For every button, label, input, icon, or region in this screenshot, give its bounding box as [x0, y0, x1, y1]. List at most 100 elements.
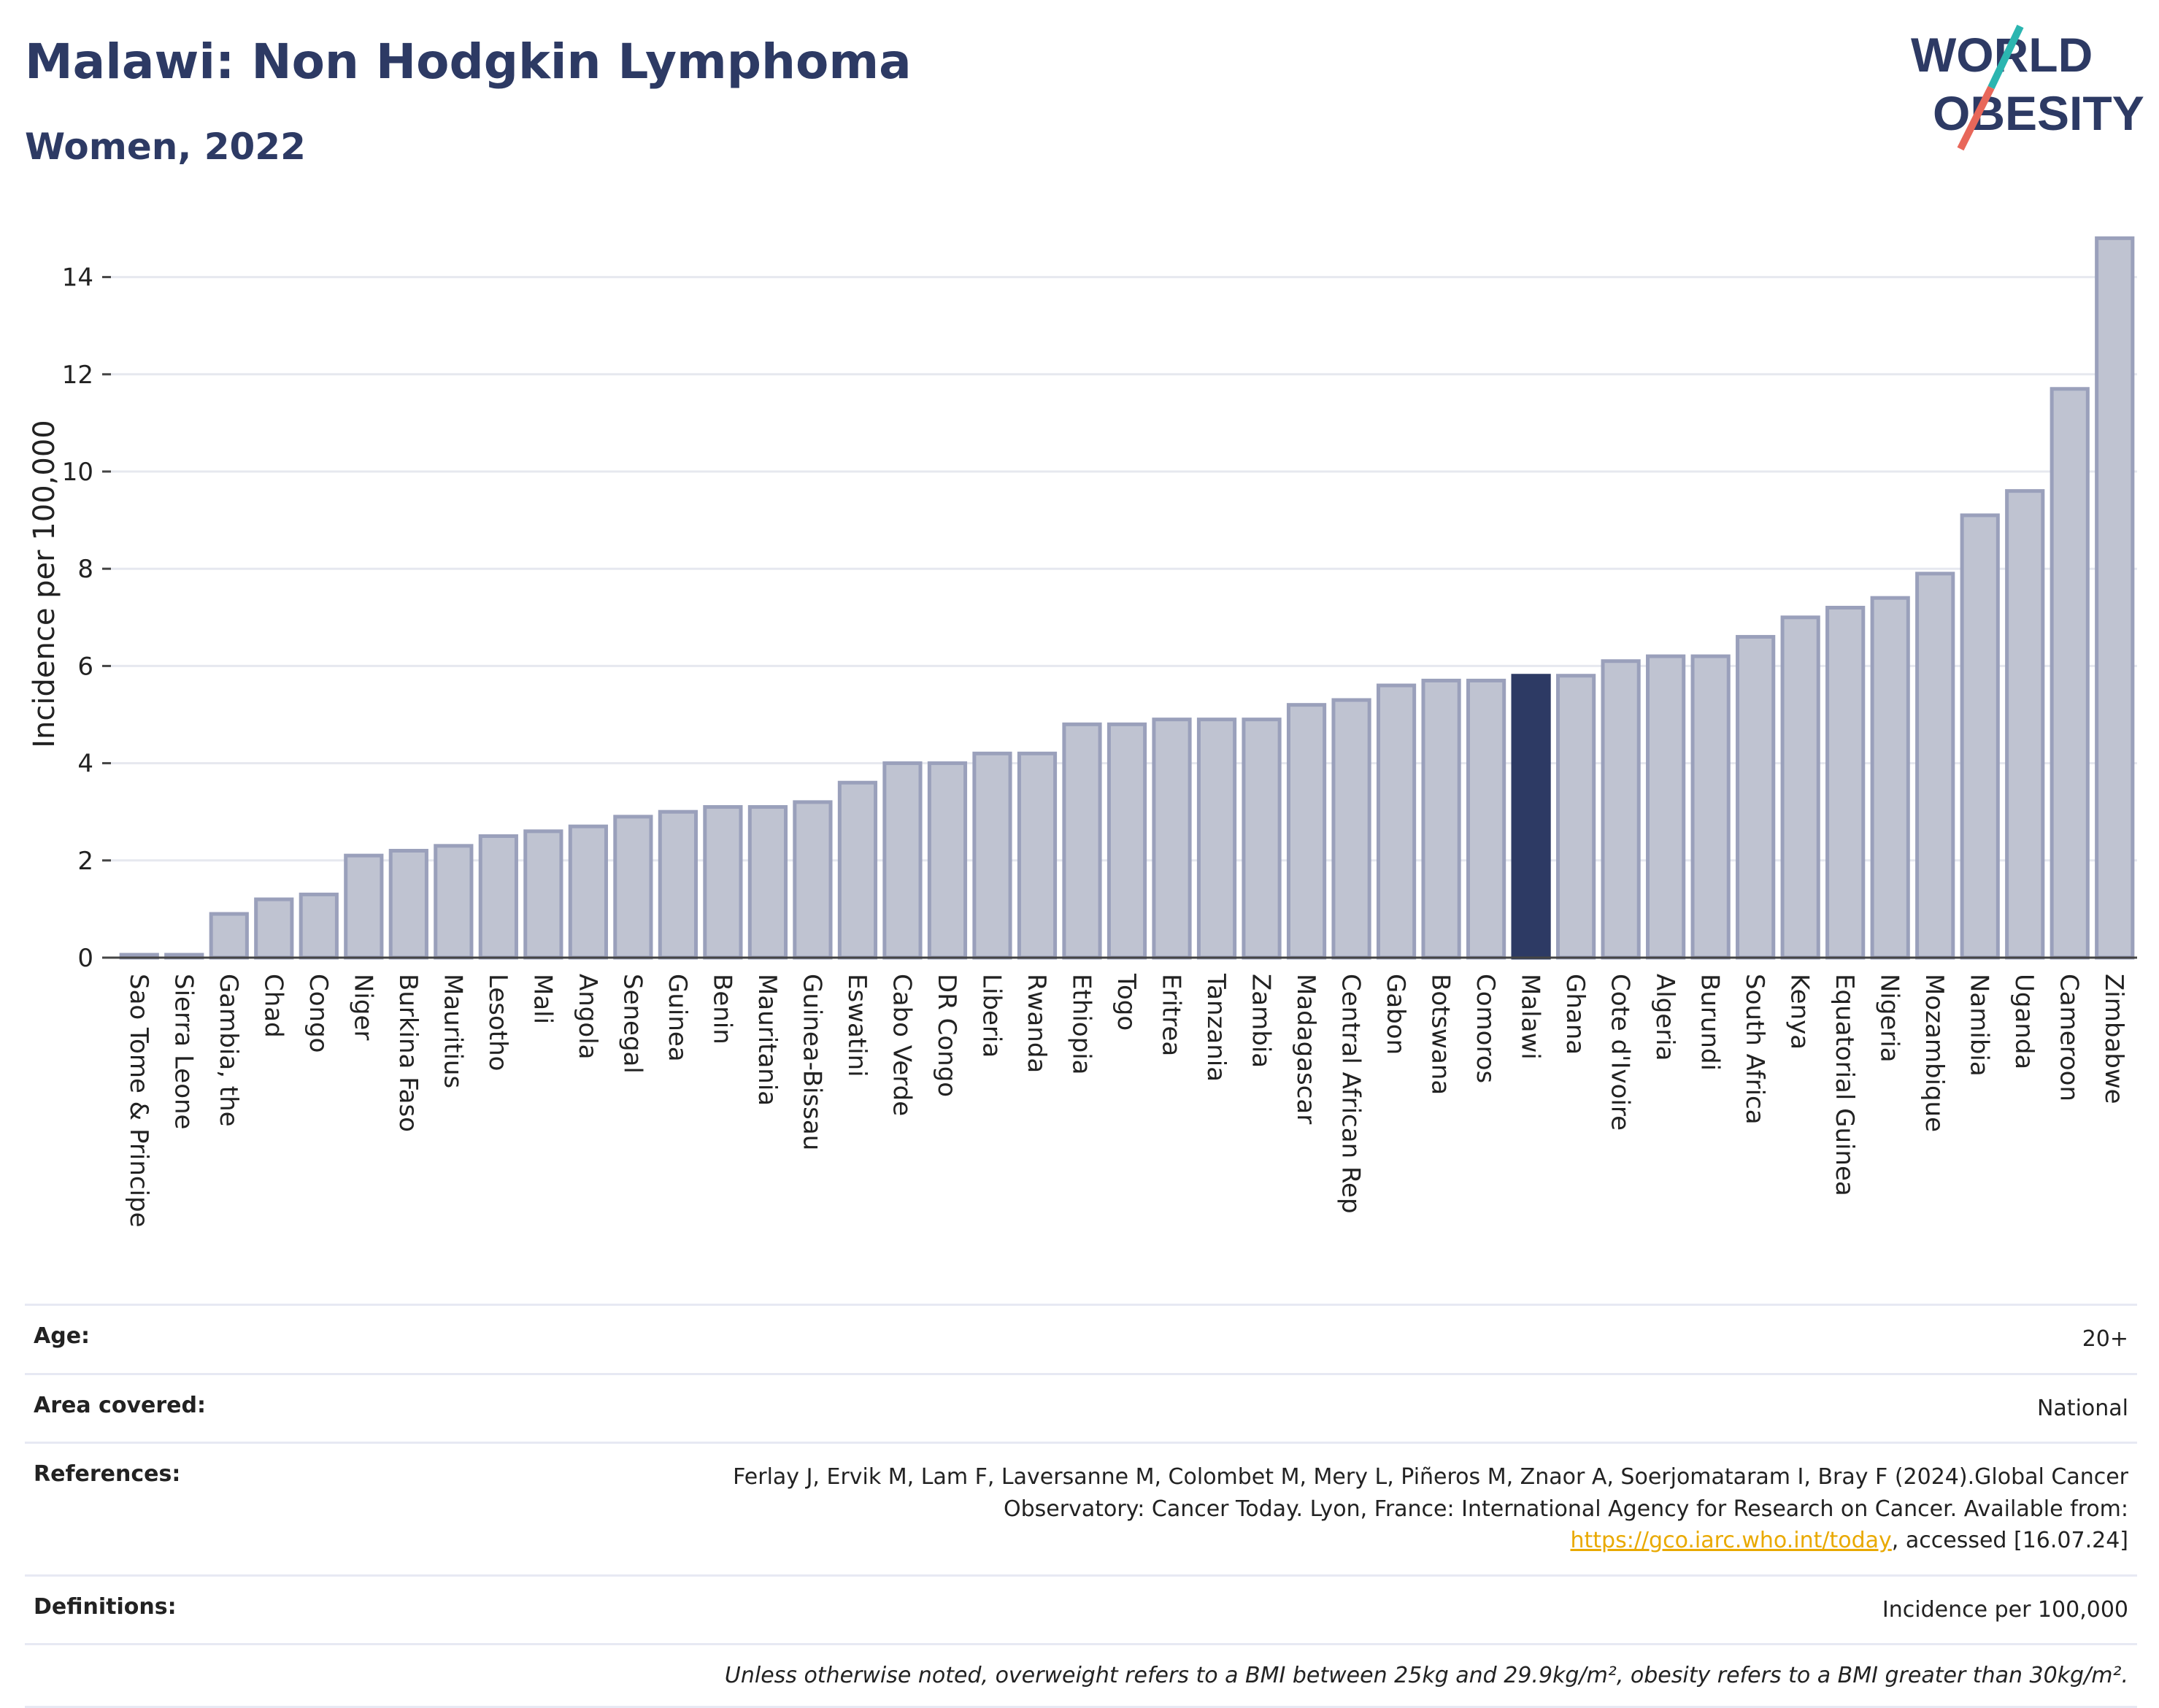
references-suffix: , accessed [16.07.24]: [1891, 1528, 2128, 1553]
x-tick-label: Malawi: [1516, 974, 1545, 1060]
bar: [2095, 236, 2135, 960]
x-tick-label: Mozambique: [1920, 974, 1949, 1132]
bar: [927, 761, 968, 960]
y-tick-label: 12: [62, 361, 93, 390]
bar: [793, 800, 833, 960]
bar: [1196, 718, 1237, 960]
bar: [388, 848, 428, 960]
bar: [972, 751, 1012, 960]
bar: [747, 805, 788, 960]
info-row-note: Unless otherwise noted, overweight refer…: [25, 1643, 2137, 1708]
x-tick-label: Mali: [528, 974, 557, 1024]
area-value: National: [2036, 1395, 2128, 1421]
references-label: References:: [34, 1461, 181, 1487]
info-table: Age: 20+ Area covered: National Referenc…: [25, 1304, 2137, 1708]
x-tick-label: Cabo Verde: [887, 974, 916, 1116]
x-tick-label: Botswana: [1426, 974, 1455, 1095]
y-tick-label: 4: [77, 750, 93, 779]
bar: [1511, 674, 1551, 960]
y-tick-label: 2: [77, 847, 93, 876]
x-tick-label: South Africa: [1740, 974, 1769, 1125]
x-tick-label: Liberia: [977, 974, 1006, 1058]
area-label: Area covered:: [34, 1392, 206, 1418]
bar: [1107, 722, 1147, 960]
bar: [2050, 387, 2090, 960]
y-axis-ticks: 0 2 4 6 8 10 12 14: [62, 263, 111, 973]
bar: [1286, 703, 1327, 960]
bar: [434, 844, 474, 960]
x-tick-label: Niger: [348, 974, 377, 1040]
x-tick-label: Eritrea: [1157, 974, 1186, 1056]
bar: [2005, 489, 2045, 960]
bar: [568, 824, 608, 960]
x-tick-label: Equatorial Guinea: [1830, 974, 1859, 1196]
x-tick-label: Gabon: [1381, 974, 1410, 1055]
x-tick-label: Gambia, the: [214, 974, 243, 1127]
references-link[interactable]: https://gco.iarc.who.int/today: [1570, 1528, 1892, 1553]
x-tick-label: Mauritius: [438, 974, 467, 1088]
age-value: 20+: [2082, 1326, 2128, 1352]
x-tick-label: Benin: [707, 974, 736, 1045]
x-tick-label: Zambia: [1247, 974, 1276, 1068]
bar: [1601, 659, 1641, 960]
bar: [613, 815, 653, 960]
x-tick-label: Guinea: [663, 974, 692, 1062]
bar: [1062, 722, 1102, 960]
bar: [882, 761, 923, 960]
x-tick-label: Central African Rep: [1336, 974, 1366, 1214]
references-value: Ferlay J, Ervik M, Lam F, Laversanne M, …: [669, 1461, 2128, 1557]
bar: [1915, 572, 1955, 960]
bar: [209, 912, 249, 960]
x-tick-label: Togo: [1112, 973, 1141, 1031]
x-tick-label: Rwanda: [1022, 974, 1051, 1073]
chart-bars: [119, 236, 2135, 960]
bar: [254, 897, 294, 960]
bar: [1870, 596, 1910, 960]
bar-chart: 0 2 4 6 8 10 12 14 Sao Tome & Principe Sierra Le…: [28, 236, 2137, 1228]
bar: [1017, 751, 1058, 960]
x-tick-label: DR Congo: [932, 974, 961, 1097]
info-row-definitions: Definitions: Incidence per 100,000: [25, 1574, 2137, 1644]
x-tick-label: Sao Tome & Principe: [124, 974, 153, 1228]
bar: [1331, 698, 1371, 960]
x-tick-label: Chad: [258, 974, 288, 1038]
y-axis-title: Incidence per 100,000: [28, 420, 61, 748]
definitions-label: Definitions:: [34, 1593, 177, 1620]
info-row-area: Area covered: National: [25, 1372, 2137, 1442]
y-tick-label: 8: [77, 555, 93, 584]
bar: [1152, 718, 1192, 960]
bar: [523, 829, 563, 960]
bar: [344, 853, 384, 960]
info-row-age: Age: 20+: [25, 1304, 2137, 1373]
x-tick-label: Kenya: [1785, 974, 1814, 1050]
x-tick-label: Eswatini: [842, 974, 871, 1077]
bar: [1646, 654, 1686, 960]
x-tick-label: Ethiopia: [1066, 974, 1096, 1074]
page-subtitle: Women, 2022: [25, 126, 306, 168]
bar: [1242, 718, 1282, 960]
y-tick-label: 10: [62, 458, 93, 487]
bar: [299, 892, 339, 960]
bar: [1780, 615, 1820, 960]
bar: [1376, 683, 1417, 960]
bar: [703, 805, 743, 960]
y-tick-label: 0: [77, 944, 93, 973]
x-tick-label: Congo: [304, 974, 333, 1053]
bar: [837, 780, 878, 960]
bar: [1690, 654, 1731, 960]
x-tick-label: Sierra Leone: [169, 974, 198, 1129]
y-tick-label: 6: [77, 652, 93, 681]
x-tick-label: Cameroon: [2055, 974, 2084, 1101]
bar: [1736, 634, 1776, 960]
x-tick-label: Burundi: [1696, 974, 1725, 1071]
x-tick-label: Comoros: [1471, 974, 1500, 1083]
bar: [1421, 678, 1461, 960]
bar: [1825, 605, 1866, 960]
x-tick-label: Algeria: [1650, 974, 1679, 1061]
x-tick-label: Ghana: [1560, 974, 1590, 1055]
age-label: Age:: [34, 1323, 91, 1349]
bmi-note: Unless otherwise noted, overweight refer…: [724, 1663, 2128, 1688]
x-tick-label: Senegal: [617, 974, 647, 1074]
references-text: Ferlay J, Ervik M, Lam F, Laversanne M, …: [733, 1464, 2128, 1522]
x-axis-labels: Sao Tome & Principe Sierra Leone Gambia, t…: [124, 973, 2128, 1228]
